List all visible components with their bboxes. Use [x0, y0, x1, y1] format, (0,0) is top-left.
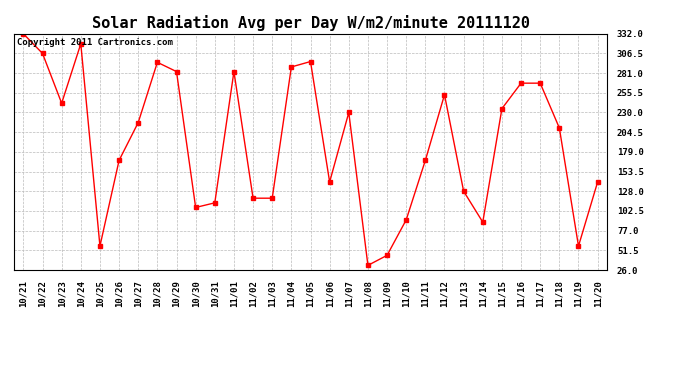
- Title: Solar Radiation Avg per Day W/m2/minute 20111120: Solar Radiation Avg per Day W/m2/minute …: [92, 15, 529, 31]
- Text: Copyright 2011 Cartronics.com: Copyright 2011 Cartronics.com: [17, 39, 172, 48]
